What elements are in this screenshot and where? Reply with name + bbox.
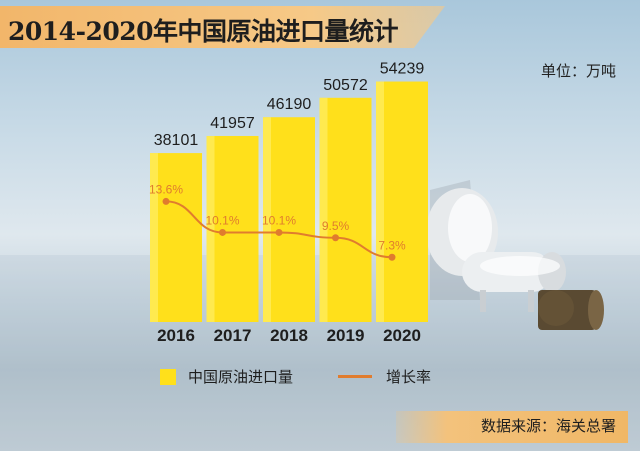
category-label-2020: 2020 [383,326,421,345]
rate-point-2017 [219,228,226,236]
rate-point-2020 [388,253,396,261]
rate-label-2018: 10.1% [262,213,296,227]
bars-group [150,81,428,322]
title-band [0,6,445,48]
legend-bar-swatch [160,368,176,385]
category-label-2017: 2017 [214,326,252,345]
source-band [396,411,628,443]
value-label-2018: 46190 [267,96,312,113]
unit-label: 单位：万吨 [540,62,616,80]
value-label-2019: 50572 [323,77,368,94]
bar-2018 [263,117,315,322]
rate-label-2020: 7.3% [378,238,406,252]
source-label: 数据来源：海关总署 [480,417,616,435]
category-labels: 2016 2017 2018 2019 2020 [157,326,421,345]
bar-highlight-2017 [206,135,215,322]
bar-highlight-2016 [150,153,158,322]
legend-line: 增长率 [338,366,431,387]
chart-title: 2014-2020年中国原油进口量统计 [8,17,399,46]
category-label-2016: 2016 [157,326,195,345]
value-label-2020: 54239 [380,61,425,78]
rate-point-2019 [332,234,339,242]
bar-highlight-2020 [376,81,384,322]
legend-line-label: 增长率 [386,368,432,386]
value-labels: 38101 41957 46190 50572 54239 [154,61,425,150]
bar-highlight-2018 [263,117,271,322]
bar-highlight-2019 [319,97,328,322]
rate-point-2016 [162,197,170,205]
value-label-2016: 38101 [154,132,199,149]
rate-point-2018 [275,228,283,236]
rate-label-2016: 13.6% [149,182,183,196]
category-label-2019: 2019 [327,326,365,345]
bar-2016 [150,153,202,322]
value-label-2017: 41957 [210,115,255,132]
growth-rate-line: 13.6% 10.1% 10.1% 9.5% 7.3% [149,182,406,261]
legend-bar: 中国原油进口量 [160,366,293,387]
legend-bar-label: 中国原油进口量 [188,368,294,386]
bar-2019 [319,97,372,322]
rate-label-2017: 10.1% [205,213,239,227]
legend-line-swatch [338,375,372,378]
category-label-2018: 2018 [270,326,308,345]
bar-2017 [206,135,259,322]
bar-2020 [376,81,428,322]
rate-label-2019: 9.5% [322,219,350,233]
